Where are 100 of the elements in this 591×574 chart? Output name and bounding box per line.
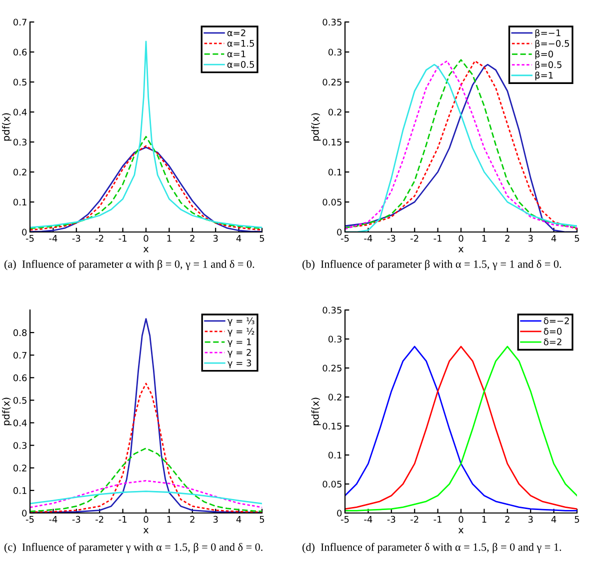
- legend-label: γ = ½: [228, 328, 254, 336]
- x-axis-title: x: [458, 246, 464, 252]
- y-tick-label: 0.35: [322, 306, 342, 314]
- x-tick-label: -3: [72, 516, 80, 523]
- x-tick-label: 0: [144, 234, 148, 242]
- y-tick-label: 0.3: [13, 442, 26, 449]
- y-tick-label: 0.7: [13, 352, 26, 359]
- y-tick-label: 0.5: [13, 78, 26, 86]
- y-tick-label: 0: [337, 510, 342, 517]
- x-tick-label: -3: [387, 516, 396, 523]
- legend-label: δ=2: [544, 338, 562, 346]
- x-tick-label: 5: [260, 235, 264, 242]
- x-tick-label: -2: [410, 516, 418, 523]
- x-tick-label: 2: [505, 234, 510, 242]
- y-tick-label: 0.6: [13, 374, 27, 382]
- legend-label: β=−1: [535, 29, 560, 38]
- y-tick-label: 0.1: [328, 452, 342, 459]
- x-tick-label: 0: [144, 516, 148, 523]
- y-tick-label: 0.4: [13, 108, 27, 116]
- legend-label: δ=−2: [544, 317, 569, 324]
- y-axis-title: pdf(x): [311, 398, 321, 426]
- y-tick-label: 0.2: [328, 394, 342, 401]
- x-tick-label: -3: [387, 234, 396, 242]
- x-tick-label: 5: [574, 235, 580, 242]
- x-tick-label: -4: [49, 516, 58, 523]
- y-tick-label: 0.4: [13, 420, 27, 426]
- x-tick-label: -2: [96, 234, 104, 242]
- x-tick-label: 4: [551, 516, 556, 523]
- x-tick-label: -5: [340, 516, 349, 523]
- line-series: [30, 480, 262, 508]
- x-tick-label: -3: [72, 234, 80, 242]
- x-tick-label: -2: [410, 234, 418, 242]
- x-tick-label: 1: [482, 516, 486, 523]
- x-tick-label: 2: [190, 516, 194, 523]
- y-axis-title: pdf(x): [2, 398, 12, 426]
- legend-label: β=0.5: [535, 61, 562, 70]
- text: (d) Influence of parameter δ with α = 1.5, β = 0 and γ = 1.: [302, 542, 562, 554]
- y-tick-label: 0.5: [13, 396, 26, 404]
- x-tick-label: -5: [26, 516, 34, 523]
- legend-label: α=2: [227, 29, 246, 36]
- x-tick-label: -4: [49, 235, 58, 242]
- x-axis-title: x: [143, 528, 149, 534]
- y-axis-title: pdf(x): [2, 113, 12, 141]
- legend-label: α=1.5: [227, 40, 254, 47]
- y-tick-label: 0.3: [328, 336, 342, 343]
- legend-label: α=0.5: [227, 61, 254, 68]
- y-tick-label: 0.1: [13, 198, 26, 206]
- x-tick-label: 1: [482, 235, 486, 242]
- x-tick-label: 1: [167, 516, 172, 523]
- y-tick-label: 0.7: [13, 18, 26, 26]
- legend-label: β=0: [535, 50, 553, 60]
- x-axis-title: x: [458, 528, 464, 534]
- y-tick-label: 0.2: [328, 108, 342, 116]
- y-tick-label: 0.15: [322, 422, 342, 430]
- y-tick-label: 0.2: [13, 168, 26, 176]
- x-tick-label: -1: [434, 516, 442, 523]
- y-tick-label: 0: [22, 510, 27, 517]
- line-series: [30, 490, 262, 504]
- text: (a) Influence of parameter α with β = 0, γ = 1 and δ = 0.: [4, 260, 254, 270]
- legend-label: β=1: [535, 72, 553, 80]
- x-tick-label: 4: [236, 235, 242, 242]
- y-tick-label: 0: [22, 228, 27, 236]
- y-tick-label: 0.05: [322, 480, 342, 488]
- x-tick-label: 4: [551, 235, 556, 242]
- x-tick-label: 3: [213, 516, 218, 523]
- y-tick-label: 0.15: [322, 138, 342, 146]
- x-axis-title: x: [143, 246, 149, 252]
- legend-label: γ = 1: [228, 338, 251, 348]
- y-tick-label: 0.1: [328, 168, 342, 176]
- text: (b) Influence of parameter β with α = 1.5, γ = 1 and δ = 0.: [302, 260, 562, 270]
- x-tick-label: 2: [505, 516, 510, 523]
- y-tick-label: 0.1: [13, 487, 26, 494]
- legend-label: δ=0: [544, 328, 562, 335]
- x-tick-label: 5: [260, 516, 264, 523]
- x-tick-label: -4: [364, 516, 372, 523]
- x-tick-label: -1: [118, 235, 126, 242]
- y-tick-label: 0.3: [13, 138, 26, 146]
- y-tick-label: 0: [337, 228, 342, 236]
- legend-label: β=−0.5: [535, 40, 569, 49]
- x-tick-label: 3: [528, 234, 533, 242]
- legend-label: γ = 2: [228, 349, 251, 358]
- x-tick-label: -5: [340, 235, 349, 242]
- x-tick-label: 0: [458, 516, 464, 523]
- x-tick-label: -2: [96, 516, 104, 523]
- y-tick-label: 0.2: [13, 464, 26, 472]
- x-tick-label: 0: [458, 234, 464, 242]
- y-tick-label: 0.25: [322, 364, 342, 372]
- y-axis-title: pdf(x): [311, 113, 321, 141]
- y-tick-label: 0.6: [13, 48, 27, 56]
- x-tick-label: 4: [236, 516, 242, 523]
- y-tick-label: 0.3: [328, 48, 342, 56]
- x-tick-label: -1: [118, 516, 126, 523]
- x-tick-label: 5: [574, 516, 580, 523]
- x-tick-label: -4: [364, 235, 372, 242]
- y-tick-label: 0.8: [13, 329, 27, 336]
- x-tick-label: -1: [434, 235, 442, 242]
- x-tick-label: 3: [528, 516, 533, 523]
- y-tick-label: 0.35: [322, 18, 342, 26]
- legend-label: α=1: [227, 50, 246, 58]
- x-tick-label: -5: [26, 235, 34, 242]
